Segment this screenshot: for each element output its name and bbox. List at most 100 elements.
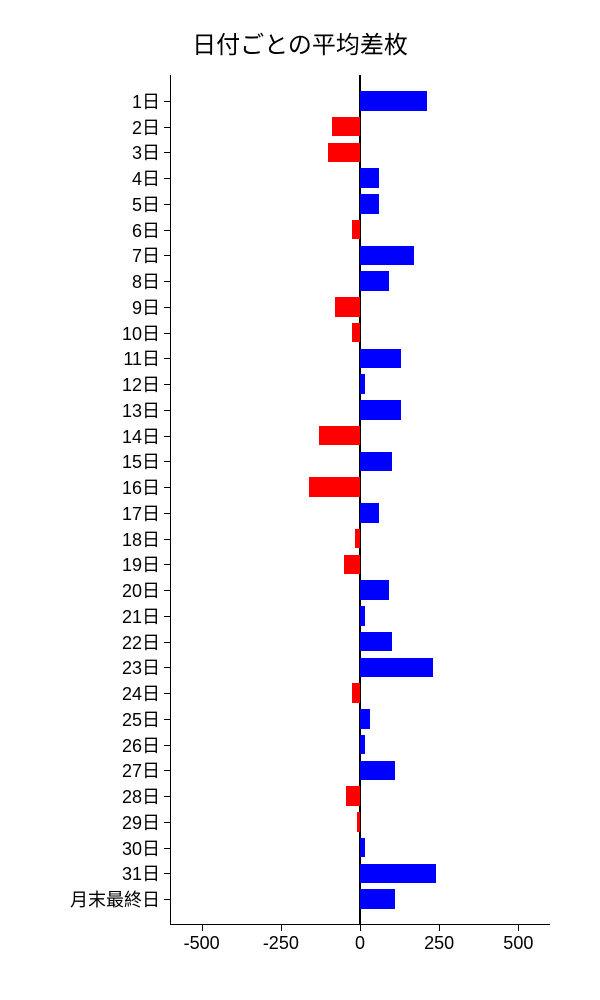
- y-tick-label: 2日: [132, 114, 160, 140]
- bar: [352, 683, 360, 702]
- bar: [360, 580, 389, 599]
- bar: [309, 477, 360, 496]
- y-tick: [164, 307, 170, 308]
- bar: [360, 452, 392, 471]
- y-tick: [164, 487, 170, 488]
- bar: [328, 143, 360, 162]
- y-tick-label: 12日: [122, 371, 160, 397]
- y-tick: [164, 693, 170, 694]
- bar: [360, 194, 379, 213]
- y-tick: [164, 848, 170, 849]
- y-tick: [164, 230, 170, 231]
- bar: [357, 812, 360, 831]
- bar: [344, 555, 360, 574]
- bar: [332, 117, 361, 136]
- y-tick-label: 26日: [122, 732, 160, 758]
- y-tick: [164, 461, 170, 462]
- chart-container: 日付ごとの平均差枚 -500-25002505001日2日3日4日5日6日7日8…: [0, 0, 600, 1000]
- y-tick: [164, 642, 170, 643]
- y-tick-label: 6日: [132, 217, 160, 243]
- bar: [360, 271, 389, 290]
- y-tick-label: 28日: [122, 783, 160, 809]
- bar: [352, 220, 360, 239]
- x-tick: [281, 925, 282, 931]
- y-tick-label: 4日: [132, 165, 160, 191]
- y-tick-label: 14日: [122, 423, 160, 449]
- x-tick: [439, 925, 440, 931]
- x-tick-label: 500: [503, 933, 533, 954]
- y-tick: [164, 770, 170, 771]
- y-tick-label: 8日: [132, 268, 160, 294]
- y-tick-label: 27日: [122, 757, 160, 783]
- y-tick-label: 10日: [122, 320, 160, 346]
- bar: [360, 735, 365, 754]
- y-axis-line: [170, 75, 171, 925]
- y-tick: [164, 513, 170, 514]
- y-tick-label: 23日: [122, 654, 160, 680]
- y-tick: [164, 616, 170, 617]
- y-tick: [164, 358, 170, 359]
- x-tick: [518, 925, 519, 931]
- y-tick-label: 19日: [122, 551, 160, 577]
- bar: [346, 786, 360, 805]
- plot-area: -500-25002505001日2日3日4日5日6日7日8日9日10日11日1…: [170, 75, 550, 925]
- x-tick-label: -250: [263, 933, 299, 954]
- x-tick-label: 250: [424, 933, 454, 954]
- bar: [360, 168, 379, 187]
- y-tick: [164, 152, 170, 153]
- y-tick: [164, 745, 170, 746]
- chart-title: 日付ごとの平均差枚: [0, 0, 600, 70]
- y-tick-label: 16日: [122, 474, 160, 500]
- y-tick: [164, 719, 170, 720]
- bar: [360, 606, 365, 625]
- bar: [319, 426, 360, 445]
- y-tick-label: 29日: [122, 809, 160, 835]
- y-tick-label: 31日: [122, 860, 160, 886]
- y-tick: [164, 255, 170, 256]
- y-tick: [164, 564, 170, 565]
- y-tick-label: 月末最終日: [70, 886, 160, 912]
- y-tick: [164, 539, 170, 540]
- y-tick: [164, 436, 170, 437]
- bar: [360, 632, 392, 651]
- y-tick-label: 13日: [122, 397, 160, 423]
- bar: [360, 838, 365, 857]
- y-tick-label: 15日: [122, 448, 160, 474]
- y-tick-label: 21日: [122, 603, 160, 629]
- bar: [360, 864, 436, 883]
- y-tick: [164, 127, 170, 128]
- y-tick-label: 7日: [132, 242, 160, 268]
- y-tick-label: 1日: [132, 88, 160, 114]
- y-tick: [164, 410, 170, 411]
- y-tick: [164, 204, 170, 205]
- y-tick-label: 5日: [132, 191, 160, 217]
- bar: [360, 400, 401, 419]
- y-tick: [164, 899, 170, 900]
- y-tick: [164, 822, 170, 823]
- y-tick: [164, 281, 170, 282]
- x-tick: [360, 925, 361, 931]
- y-tick: [164, 667, 170, 668]
- y-tick: [164, 178, 170, 179]
- bar: [355, 529, 360, 548]
- bar: [360, 889, 395, 908]
- bar: [360, 374, 365, 393]
- y-tick: [164, 873, 170, 874]
- bar: [360, 503, 379, 522]
- bar: [352, 323, 360, 342]
- y-tick-label: 17日: [122, 500, 160, 526]
- y-tick-label: 3日: [132, 139, 160, 165]
- x-tick-label: -500: [184, 933, 220, 954]
- y-tick: [164, 590, 170, 591]
- y-tick-label: 20日: [122, 577, 160, 603]
- bar: [360, 658, 433, 677]
- y-tick-label: 18日: [122, 526, 160, 552]
- bar: [360, 761, 395, 780]
- bar: [335, 297, 360, 316]
- x-tick: [202, 925, 203, 931]
- y-tick-label: 24日: [122, 680, 160, 706]
- y-tick: [164, 333, 170, 334]
- x-tick-label: 0: [355, 933, 365, 954]
- y-tick-label: 9日: [132, 294, 160, 320]
- bar: [360, 246, 414, 265]
